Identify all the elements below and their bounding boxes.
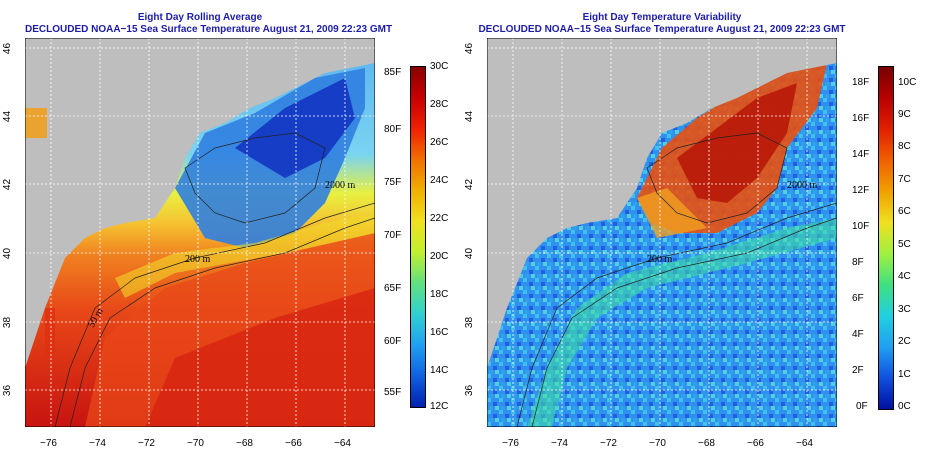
left-y-tick: 38 xyxy=(2,316,14,329)
contour-label-2000m: 2000 m xyxy=(325,180,356,191)
celsius-scale: 18C xyxy=(430,289,449,300)
right-y-tick: 40 xyxy=(464,247,476,260)
celsius-scale: 9C xyxy=(898,109,911,120)
right-map-subtitle: DECLOUDED NOAA−15 Sea Surface Temperatur… xyxy=(478,24,846,35)
celsius-scale: 1C xyxy=(898,369,911,380)
right-x-tick: −70 xyxy=(649,438,666,449)
left-x-tick: −64 xyxy=(334,438,351,449)
fahrenheit-scale: 75F xyxy=(384,177,402,188)
celsius-scale: 14C xyxy=(430,365,449,376)
left-map-title: Eight Day Rolling Average xyxy=(137,12,263,23)
fahrenheit-scale: 80F xyxy=(384,124,402,135)
celsius-scale: 4C xyxy=(898,271,911,282)
right-x-tick: −72 xyxy=(600,438,617,449)
left-y-tick: 36 xyxy=(2,384,14,397)
celsius-scale: 16C xyxy=(430,327,449,338)
left-x-tick: −66 xyxy=(285,438,302,449)
left-x-tick: −74 xyxy=(89,438,106,449)
fahrenheit-scale: 0F xyxy=(856,401,868,412)
left-y-tick: 40 xyxy=(2,247,14,260)
fahrenheit-scale: 14F xyxy=(852,149,870,160)
fahrenheit-scale: 6F xyxy=(852,293,864,304)
fahrenheit-scale: 2F xyxy=(852,365,864,376)
left-y-tick: 42 xyxy=(2,178,14,191)
celsius-scale: 28C xyxy=(430,99,449,110)
left-y-tick: 44 xyxy=(2,110,14,123)
fahrenheit-scale: 18F xyxy=(852,77,870,88)
celsius-scale: 0C xyxy=(898,401,911,412)
right-y-tick: 38 xyxy=(464,316,476,329)
right-y-tick: 44 xyxy=(464,110,476,123)
right-colorbar xyxy=(878,66,894,410)
fahrenheit-scale: 65F xyxy=(384,283,402,294)
fahrenheit-scale: 55F xyxy=(384,387,402,398)
fahrenheit-scale: 10F xyxy=(852,221,870,232)
celsius-scale: 10C xyxy=(898,77,917,88)
fahrenheit-scale: 16F xyxy=(852,113,870,124)
fahrenheit-scale: 4F xyxy=(852,329,864,340)
celsius-scale: 20C xyxy=(430,251,449,262)
right-y-tick: 36 xyxy=(464,384,476,397)
right-x-tick: −68 xyxy=(698,438,715,449)
fahrenheit-scale: 85F xyxy=(384,67,402,78)
right-x-tick: −74 xyxy=(551,438,568,449)
left-map-subtitle: DECLOUDED NOAA−15 Sea Surface Temperatur… xyxy=(25,24,393,35)
left-x-tick: −72 xyxy=(138,438,155,449)
celsius-scale: 24C xyxy=(430,175,449,186)
celsius-scale: 30C xyxy=(430,61,449,72)
celsius-scale: 2C xyxy=(898,336,911,347)
right-x-tick: −66 xyxy=(747,438,764,449)
left-sst-map: 200 m 2000 m 50 m xyxy=(25,38,375,427)
celsius-scale: 22C xyxy=(430,213,449,224)
lat-lon-grid xyxy=(25,38,375,427)
right-x-tick: −64 xyxy=(796,438,813,449)
right-y-tick: 42 xyxy=(464,178,476,191)
celsius-scale: 5C xyxy=(898,239,911,250)
right-variability-map: 200 m 2000 m xyxy=(487,38,837,427)
lat-lon-grid xyxy=(487,38,837,427)
left-colorbar xyxy=(410,66,426,408)
land-mass xyxy=(487,38,837,368)
left-y-tick: 46 xyxy=(2,42,14,55)
land-mass xyxy=(25,38,375,368)
celsius-scale: 3C xyxy=(898,304,911,315)
bathymetry-contours xyxy=(54,132,375,427)
celsius-scale: 6C xyxy=(898,206,911,217)
bathymetry-contours xyxy=(516,132,837,427)
left-x-tick: −70 xyxy=(187,438,204,449)
left-x-tick: −76 xyxy=(40,438,57,449)
celsius-scale: 8C xyxy=(898,141,911,152)
right-x-tick: −76 xyxy=(502,438,519,449)
left-x-tick: −68 xyxy=(236,438,253,449)
contour-label-2000m: 2000 m xyxy=(787,180,818,191)
celsius-scale: 26C xyxy=(430,137,449,148)
fahrenheit-scale: 12F xyxy=(852,185,870,196)
right-map-title: Eight Day Temperature Variability xyxy=(582,12,742,23)
right-y-tick: 46 xyxy=(464,42,476,55)
fahrenheit-scale: 60F xyxy=(384,336,402,347)
fahrenheit-scale: 8F xyxy=(852,257,864,268)
celsius-scale: 12C xyxy=(430,401,449,412)
fahrenheit-scale: 70F xyxy=(384,230,402,241)
celsius-scale: 7C xyxy=(898,174,911,185)
